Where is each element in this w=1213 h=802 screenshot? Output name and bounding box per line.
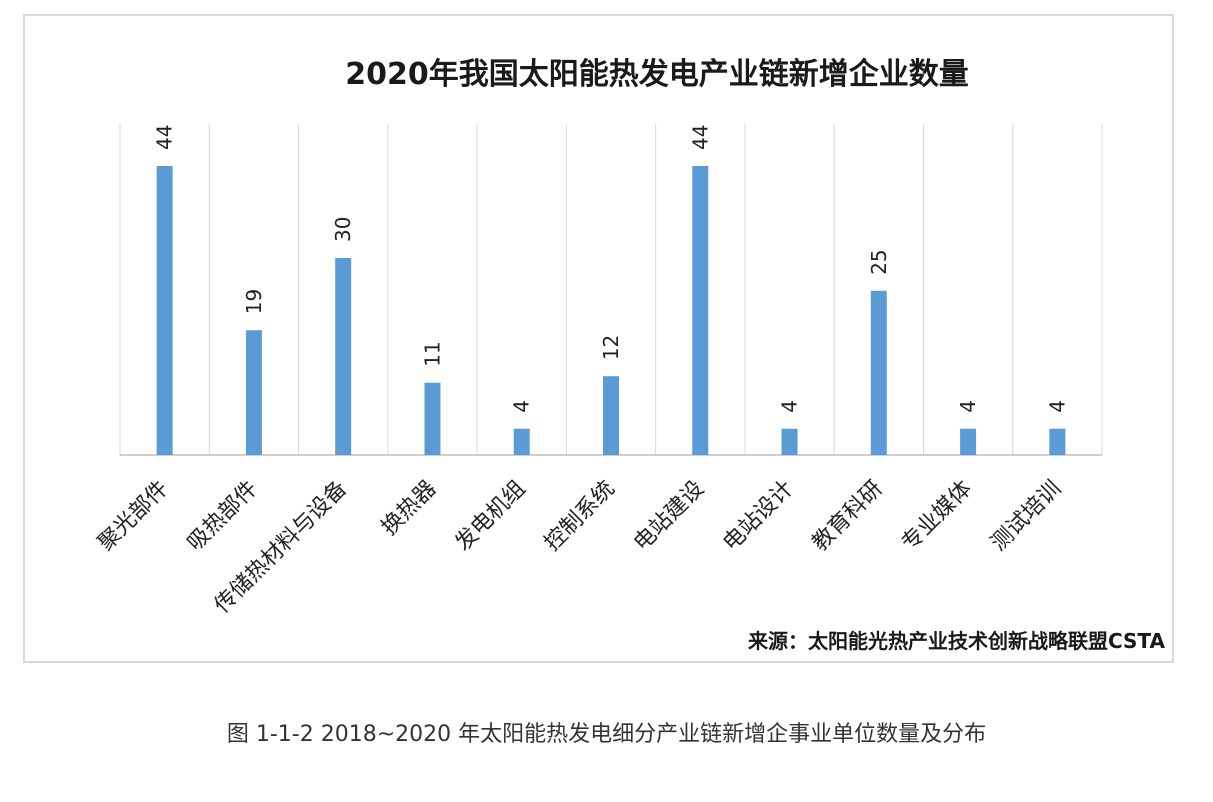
category-label: 吸热部件 xyxy=(183,476,263,556)
data-label: 4 xyxy=(1045,400,1069,413)
chart-frame: 2020年我国太阳能热发电产业链新增企业数量 44 19 30 11 4 12 44 4 25 4… xyxy=(23,14,1174,663)
category-label: 教育科研 xyxy=(808,476,888,556)
data-label: 12 xyxy=(599,335,623,360)
data-label: 4 xyxy=(778,400,802,413)
bar xyxy=(156,166,173,455)
chart-title: 2020年我国太阳能热发电产业链新增企业数量 xyxy=(345,57,969,92)
data-label: 30 xyxy=(331,217,355,242)
category-label: 控制系统 xyxy=(540,476,620,556)
category-label: 测试培训 xyxy=(986,476,1066,556)
category-label: 换热器 xyxy=(377,476,441,540)
category-label: 发电机组 xyxy=(451,476,531,556)
bar xyxy=(424,382,441,455)
category-label: 专业媒体 xyxy=(897,476,977,556)
bar xyxy=(245,330,262,455)
data-label: 44 xyxy=(153,125,177,150)
bar xyxy=(870,290,887,455)
bar xyxy=(960,428,977,455)
category-label: 电站建设 xyxy=(629,476,709,556)
bar xyxy=(335,257,352,455)
category-label: 聚光部件 xyxy=(94,476,174,556)
grid-lines xyxy=(119,124,1103,455)
data-label: 4 xyxy=(956,400,980,413)
bar xyxy=(603,376,619,455)
bar-chart: 2020年我国太阳能热发电产业链新增企业数量 44193011412444254… xyxy=(94,57,1166,653)
bar xyxy=(781,428,798,455)
bar xyxy=(513,428,530,455)
figure-caption: 图 1-1-2 2018~2020 年太阳能热发电细分产业链新增企事业单位数量及… xyxy=(226,722,987,747)
data-label: 11 xyxy=(420,341,444,366)
category-label: 电站设计 xyxy=(718,476,798,556)
bars xyxy=(156,166,1066,455)
bar xyxy=(692,166,709,455)
category-labels: 聚光部件 吸热部件传储热材料与设备 换热器 发电机组 控制系统 电站建设 电站设计 教育科研专… xyxy=(94,476,1067,618)
source-note: 来源：太阳能光热产业技术创新战略联盟CSTA xyxy=(747,629,1166,653)
bar xyxy=(1049,428,1066,455)
data-label: 44 xyxy=(688,125,712,150)
data-label: 4 xyxy=(510,400,534,413)
data-label: 19 xyxy=(242,289,266,314)
data-label: 25 xyxy=(867,249,891,274)
